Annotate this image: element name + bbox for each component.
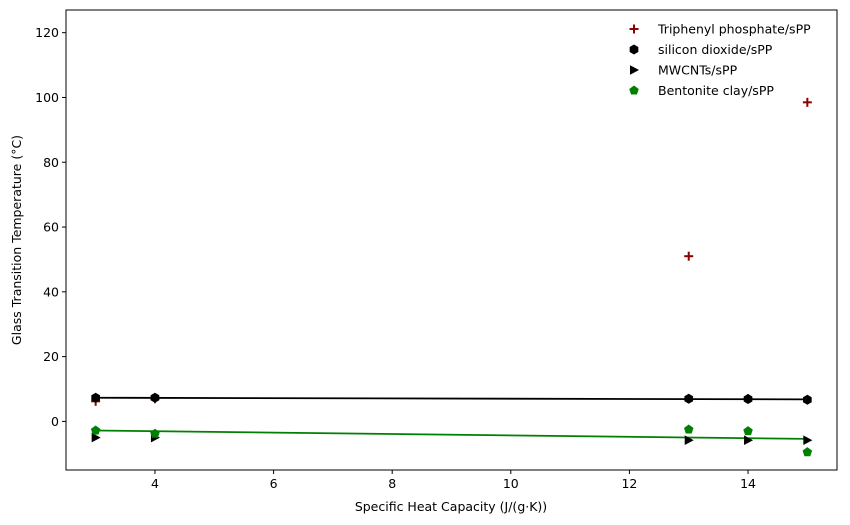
data-point <box>684 251 694 261</box>
y-axis-title: Glass Transition Temperature (°C) <box>9 135 24 345</box>
fit-line <box>95 429 808 440</box>
data-point <box>683 424 694 434</box>
x-tick-label: 4 <box>151 476 159 491</box>
x-tick-label: 10 <box>503 476 519 491</box>
y-tick-label: 20 <box>43 349 59 364</box>
data-point <box>150 428 160 438</box>
fit-line <box>95 396 808 401</box>
data-point <box>803 435 813 445</box>
data-point <box>91 432 101 443</box>
data-point <box>150 392 160 403</box>
legend-marker <box>629 24 639 34</box>
y-tick-label: 40 <box>43 284 59 299</box>
legend-label: MWCNTs/sPP <box>658 63 738 78</box>
x-tick-label: 6 <box>270 476 278 491</box>
data-point <box>802 97 812 107</box>
data-point <box>91 392 100 403</box>
x-axis-title: Specific Heat Capacity (J/(g·K)) <box>355 499 547 514</box>
data-point <box>743 394 753 405</box>
data-points <box>90 97 813 457</box>
x-axis: 4 6 8 10 12 14 <box>151 470 756 491</box>
data-point <box>803 394 812 405</box>
plot-frame <box>65 9 838 471</box>
data-point <box>743 426 753 436</box>
legend-marker <box>629 85 639 95</box>
data-point <box>744 435 754 445</box>
y-tick-label: 60 <box>43 220 59 235</box>
legend-label: silicon dioxide/sPP <box>658 42 773 57</box>
x-tick-label: 14 <box>740 476 756 491</box>
data-point <box>684 435 694 445</box>
y-axis: 0 20 40 60 80 100 120 <box>35 25 66 429</box>
legend: Triphenyl phosphate/sPP silicon dioxide/s… <box>629 22 811 98</box>
legend-label: Triphenyl phosphate/sPP <box>657 22 811 37</box>
legend-label: Bentonite clay/sPP <box>658 83 774 98</box>
data-point <box>802 447 813 457</box>
data-point <box>90 425 101 435</box>
data-point <box>684 393 694 404</box>
y-tick-label: 0 <box>51 414 59 429</box>
y-tick-label: 80 <box>43 155 59 170</box>
legend-marker <box>630 65 639 75</box>
y-tick-label: 120 <box>35 25 59 40</box>
y-tick-label: 100 <box>35 90 59 105</box>
fit-lines <box>95 396 808 440</box>
legend-marker <box>629 44 639 55</box>
x-tick-label: 12 <box>621 476 637 491</box>
x-tick-label: 8 <box>388 476 396 491</box>
